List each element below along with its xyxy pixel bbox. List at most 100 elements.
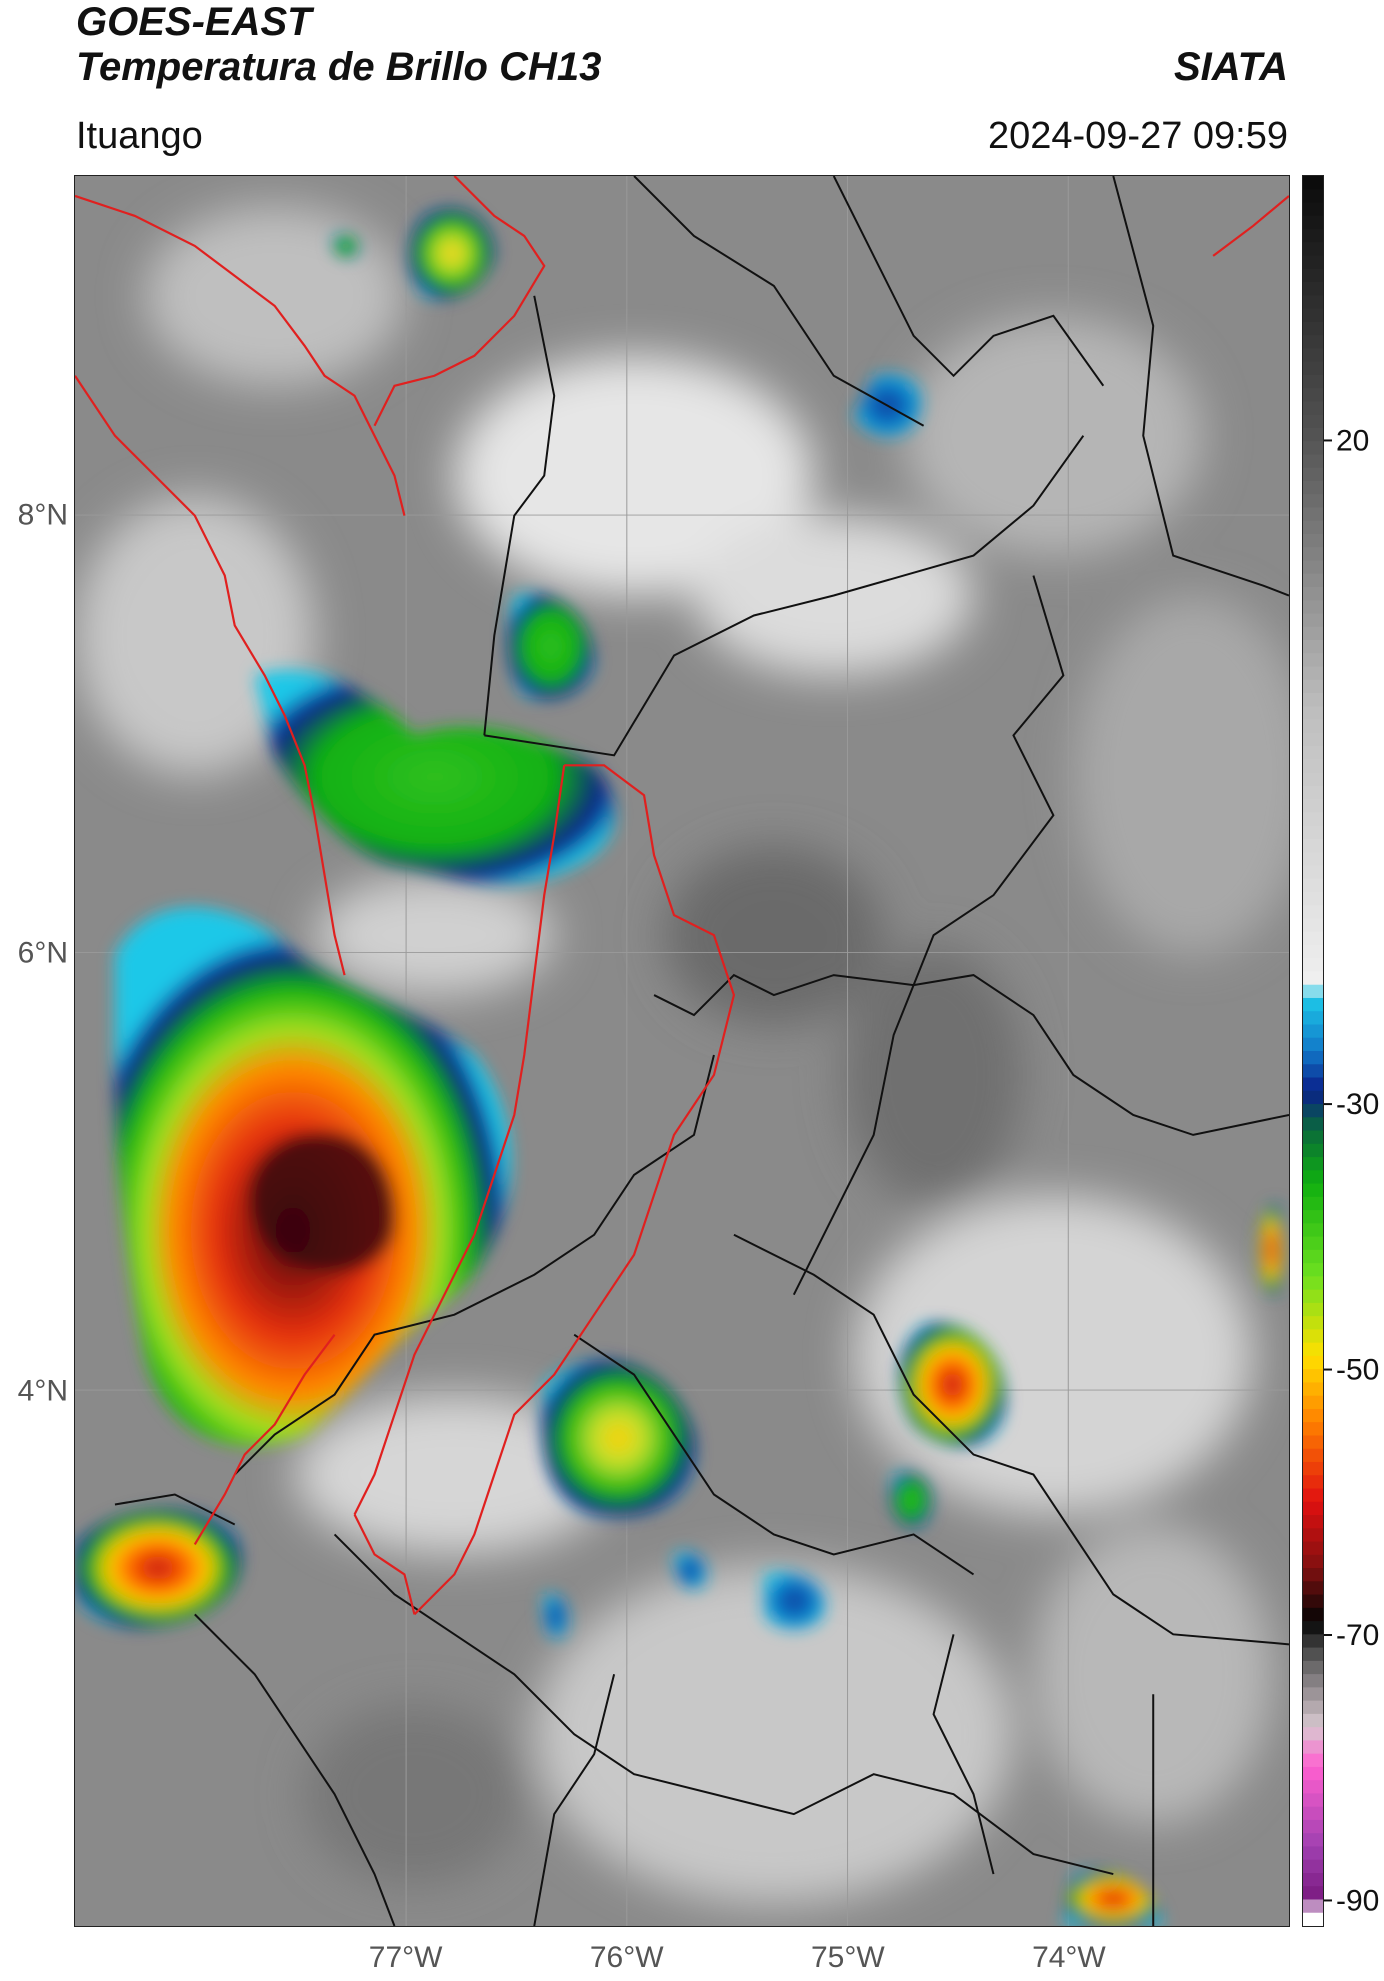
colorbar-step xyxy=(1303,1488,1323,1503)
colorbar-step xyxy=(1303,1130,1323,1145)
colorbar-step xyxy=(1303,1515,1323,1529)
colorbar-step xyxy=(1303,348,1323,363)
colorbar-step xyxy=(1303,1448,1323,1463)
colorbar-step xyxy=(1303,1276,1323,1291)
colorbar-step xyxy=(1303,1872,1323,1887)
colorbar-step xyxy=(1303,1263,1323,1277)
colorbar-step xyxy=(1303,335,1323,349)
colorbar-step xyxy=(1303,1740,1323,1755)
colorbar-tick-label: -30 xyxy=(1336,1088,1379,1121)
colorbar-tick-label: -90 xyxy=(1336,1884,1379,1917)
colorbar-step xyxy=(1303,1859,1323,1874)
colorbar-step xyxy=(1303,1051,1323,1065)
colorbar-step xyxy=(1303,653,1323,668)
colorbar-step xyxy=(1303,507,1323,522)
colorbar-step xyxy=(1303,1541,1323,1556)
colorbar-step xyxy=(1303,388,1323,402)
colorbar-step xyxy=(1303,1594,1323,1609)
colorbar-step xyxy=(1303,586,1323,601)
colorbar-step xyxy=(1303,1833,1323,1848)
colorbar-step xyxy=(1303,1408,1323,1423)
colorbar-step xyxy=(1303,1554,1323,1569)
colorbar-tick-label: -70 xyxy=(1336,1619,1379,1652)
colorbar-step xyxy=(1303,971,1323,986)
colorbar-step xyxy=(1303,706,1323,721)
colorbar-step xyxy=(1303,547,1323,562)
longitude-label: 75°W xyxy=(811,1941,885,1974)
colorbar-step xyxy=(1303,1064,1323,1079)
colorbar-step xyxy=(1303,759,1323,774)
country-borders xyxy=(75,176,1289,1616)
colorbar-step xyxy=(1303,1621,1323,1635)
cold-cloud-tops xyxy=(75,208,1286,1926)
colorbar-step xyxy=(1303,215,1323,230)
location-label: Ituango xyxy=(76,115,203,157)
longitude-label: 77°W xyxy=(369,1941,443,1974)
colorbar-step xyxy=(1303,295,1323,310)
colorbar-step xyxy=(1303,1501,1323,1516)
colorbar-step xyxy=(1303,772,1323,787)
colorbar-step xyxy=(1303,918,1323,933)
colorbar-step xyxy=(1303,984,1323,999)
colorbar-step xyxy=(1303,1806,1323,1821)
colorbar-step xyxy=(1303,1660,1323,1675)
colorbar-step xyxy=(1303,255,1323,270)
colorbar-step xyxy=(1303,1674,1323,1688)
colorbar-step xyxy=(1303,1223,1323,1238)
colorbar-step xyxy=(1303,626,1323,641)
colorbar-step xyxy=(1303,852,1323,866)
colorbar-step xyxy=(1303,1899,1323,1914)
colorbar-step xyxy=(1303,414,1323,429)
colorbar-step xyxy=(1303,878,1323,893)
colorbar-step xyxy=(1303,1568,1323,1582)
colorbar-step xyxy=(1303,1780,1323,1795)
colorbar-step xyxy=(1303,202,1323,217)
colorbar-step xyxy=(1303,1727,1323,1741)
colorbar-step xyxy=(1303,1342,1323,1357)
colorbar-step xyxy=(1303,1793,1323,1808)
colorbar-step xyxy=(1303,1475,1323,1490)
colorbar-step xyxy=(1303,1461,1323,1476)
colorbar-step xyxy=(1303,520,1323,535)
colorbar-step xyxy=(1303,1104,1323,1118)
colorbar-step xyxy=(1303,1289,1323,1304)
colorbar-step xyxy=(1303,1210,1323,1224)
colorbar-step xyxy=(1303,1912,1323,1926)
colorbar-step xyxy=(1303,1819,1323,1834)
colorbar-step xyxy=(1303,1634,1323,1649)
colorbar-step xyxy=(1303,746,1323,760)
colorbar-step xyxy=(1303,268,1323,283)
colorbar-tick-label: -50 xyxy=(1336,1354,1379,1387)
colorbar-step xyxy=(1303,229,1323,243)
colorbar-step xyxy=(1303,1382,1323,1397)
colorbar-step xyxy=(1303,958,1323,973)
latitude-label: 4°N xyxy=(18,1374,68,1407)
colorbar-step xyxy=(1303,189,1323,204)
colorbar-step xyxy=(1303,480,1323,495)
admin-boundaries xyxy=(114,176,1289,1926)
colorbar-step xyxy=(1303,1024,1323,1039)
colorbar-step xyxy=(1303,242,1323,257)
colorbar-step xyxy=(1303,600,1323,615)
colorbar-step xyxy=(1303,1011,1323,1026)
colorbar-step xyxy=(1303,1302,1323,1317)
colorbar-step xyxy=(1303,1316,1323,1331)
satellite-map[interactable] xyxy=(74,175,1290,1927)
colorbar-step xyxy=(1303,1143,1323,1158)
colorbar-step xyxy=(1303,1369,1323,1384)
colorbar-step xyxy=(1303,825,1323,840)
colorbar-step xyxy=(1303,1077,1323,1092)
colorbar-gradient xyxy=(1303,176,1323,1926)
source-label: SIATA xyxy=(1173,45,1288,89)
colorbar-step xyxy=(1303,931,1323,946)
colorbar-step xyxy=(1303,427,1323,442)
colorbar-step xyxy=(1303,785,1323,800)
colorbar-step xyxy=(1303,1196,1323,1211)
colorbar-step xyxy=(1303,282,1323,296)
colorbar-step xyxy=(1303,1528,1323,1543)
colorbar-step xyxy=(1303,693,1323,707)
colorbar-step xyxy=(1303,1687,1323,1702)
colorbar-step xyxy=(1303,1766,1323,1781)
colorbar-step xyxy=(1303,732,1323,747)
colorbar-step xyxy=(1303,533,1323,548)
